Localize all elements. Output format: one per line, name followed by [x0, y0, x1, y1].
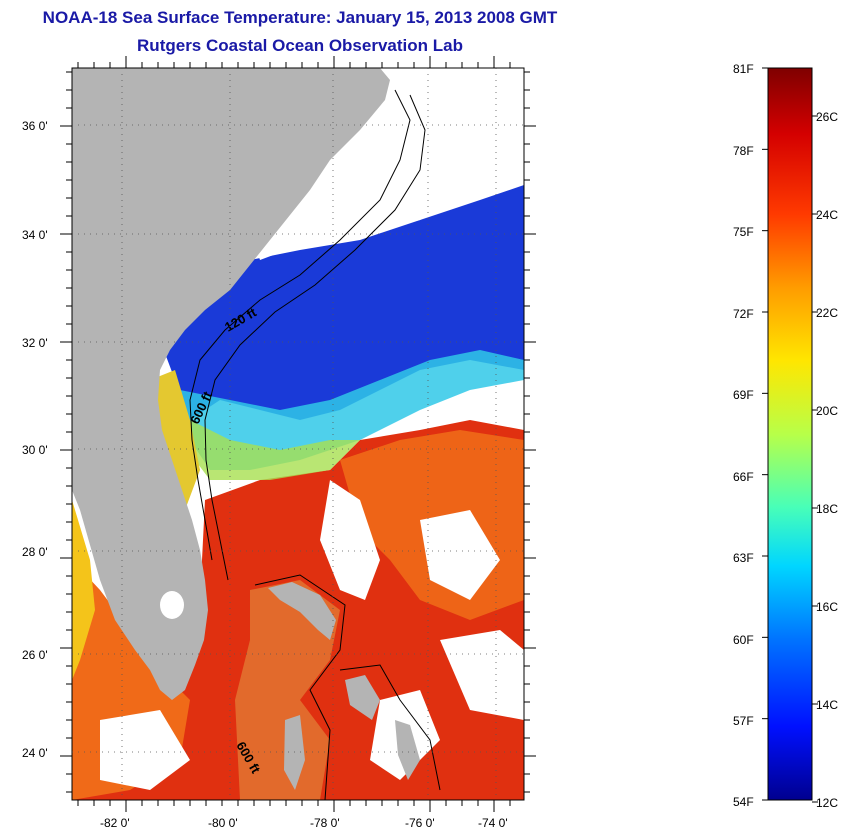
- contour-600ft: [204, 94, 426, 581]
- lon-label: -74 0': [478, 816, 508, 830]
- cloud-patch: [250, 190, 450, 260]
- map-frame: [71, 67, 525, 801]
- map-canvas: [72, 68, 524, 800]
- lat-label: 28 0': [22, 545, 48, 559]
- lon-label: -76 0': [405, 816, 435, 830]
- colorbar-c-label: 26C: [816, 110, 839, 124]
- lat-label: 32 0': [22, 336, 48, 350]
- lon-label: -78 0': [310, 816, 340, 830]
- lon-label: -82 0': [100, 816, 130, 830]
- colorbar-c-label: 16C: [816, 600, 839, 614]
- cloud-patch: [100, 710, 190, 790]
- lat-label: 34 0': [22, 228, 48, 242]
- cloud-patch: [320, 480, 380, 600]
- colorbar-c-label: 24C: [816, 208, 839, 222]
- colorbar-f-label: 78F: [733, 144, 754, 158]
- colorbar-c-label: 18C: [816, 502, 839, 516]
- bahamas-island: [395, 720, 420, 780]
- lat-label: 26 0': [22, 648, 48, 662]
- colorbar-f-label: 66F: [733, 470, 754, 484]
- bahamas-island: [268, 582, 336, 640]
- colorbar-c-label: 12C: [816, 796, 839, 810]
- colorbar-f-label: 63F: [733, 551, 754, 565]
- lake-okeechobee: [160, 591, 184, 619]
- colorbar-c-label: 20C: [816, 404, 839, 418]
- lat-label: 36 0': [22, 119, 48, 133]
- cloud-patch: [440, 630, 524, 720]
- map-subtitle: Rutgers Coastal Ocean Observation Lab: [137, 36, 463, 55]
- colorbar-c-label: 22C: [816, 306, 839, 320]
- colorbar-f-label: 69F: [733, 388, 754, 402]
- land-mass: [72, 68, 390, 700]
- bahamas-island: [284, 715, 305, 790]
- nearshore-yellow-water: [150, 370, 200, 510]
- lat-label: 30 0': [22, 443, 48, 457]
- colorbar-f-label: 60F: [733, 633, 754, 647]
- cloud-patch: [420, 510, 500, 600]
- lat-label: 24 0': [22, 746, 48, 760]
- colorbar-f-label: 57F: [733, 714, 754, 728]
- contour-bahamas: [254, 574, 346, 800]
- bahamas-island: [345, 675, 380, 720]
- graticule: [72, 68, 524, 800]
- colorbar-c-label: 14C: [816, 698, 839, 712]
- lon-label: -80 0': [208, 816, 238, 830]
- contour-bahamas: [339, 664, 441, 791]
- contour-120ft: [189, 89, 411, 561]
- gulf-yellow-water: [72, 500, 95, 680]
- colorbar-f-label: 81F: [733, 62, 754, 76]
- map-title: NOAA-18 Sea Surface Temperature: January…: [42, 8, 558, 27]
- colorbar-f-label: 72F: [733, 307, 754, 321]
- colorbar-f-label: 54F: [733, 795, 754, 809]
- bahamas-bank-water: [235, 580, 340, 800]
- axis-ticks: [60, 56, 536, 812]
- colorbar-ticks: [762, 67, 818, 803]
- colorbar: [767, 67, 813, 801]
- colorbar-f-label: 75F: [733, 225, 754, 239]
- cyan-transition-water: [180, 350, 524, 470]
- green-transition-water: [190, 420, 360, 480]
